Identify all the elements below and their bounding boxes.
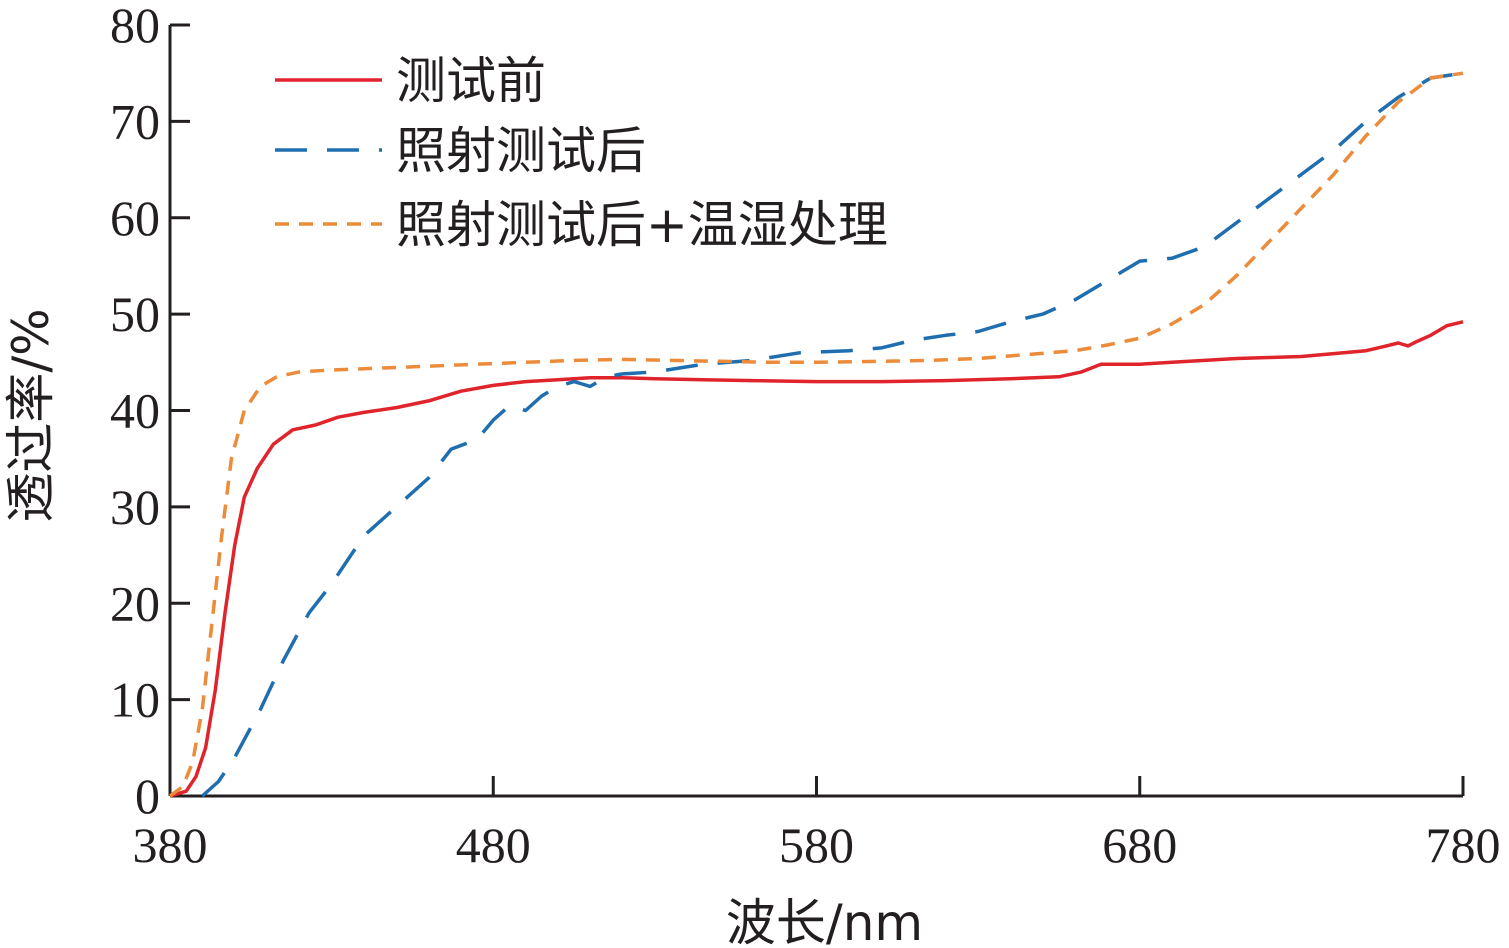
x-tick-label: 580 [779,817,854,873]
x-tick-label: 780 [1426,817,1501,873]
y-tick-label: 50 [110,286,160,342]
y-axis-title: 透过率/% [2,308,60,522]
y-tick-label: 40 [110,383,160,439]
y-tick-label: 80 [110,0,160,53]
series-line-2 [201,71,1464,798]
x-tick-label: 480 [456,817,531,873]
x-axis-title: 波长/nm [726,894,923,948]
y-tick-label: 10 [110,672,160,728]
series-line-3 [168,71,1464,798]
series-layer [168,71,1464,798]
legend-label-2: 照射测试后 [396,122,646,180]
y-tick-label: 0 [135,768,160,824]
y-tick-label: 60 [110,190,160,246]
y-tick-label: 70 [110,93,160,149]
series-line-1 [169,320,1464,798]
axes: 0 10 20 30 40 50 60 70 80 380 480 580 680 780 [110,0,1501,873]
legend-label-1: 测试前 [396,52,546,110]
y-tick-label: 30 [110,479,160,535]
legend-label-3: 照射测试后+温湿处理 [396,196,888,254]
x-tick-label: 680 [1102,817,1177,873]
y-tick-label: 20 [110,575,160,631]
x-tick-label: 380 [133,817,208,873]
